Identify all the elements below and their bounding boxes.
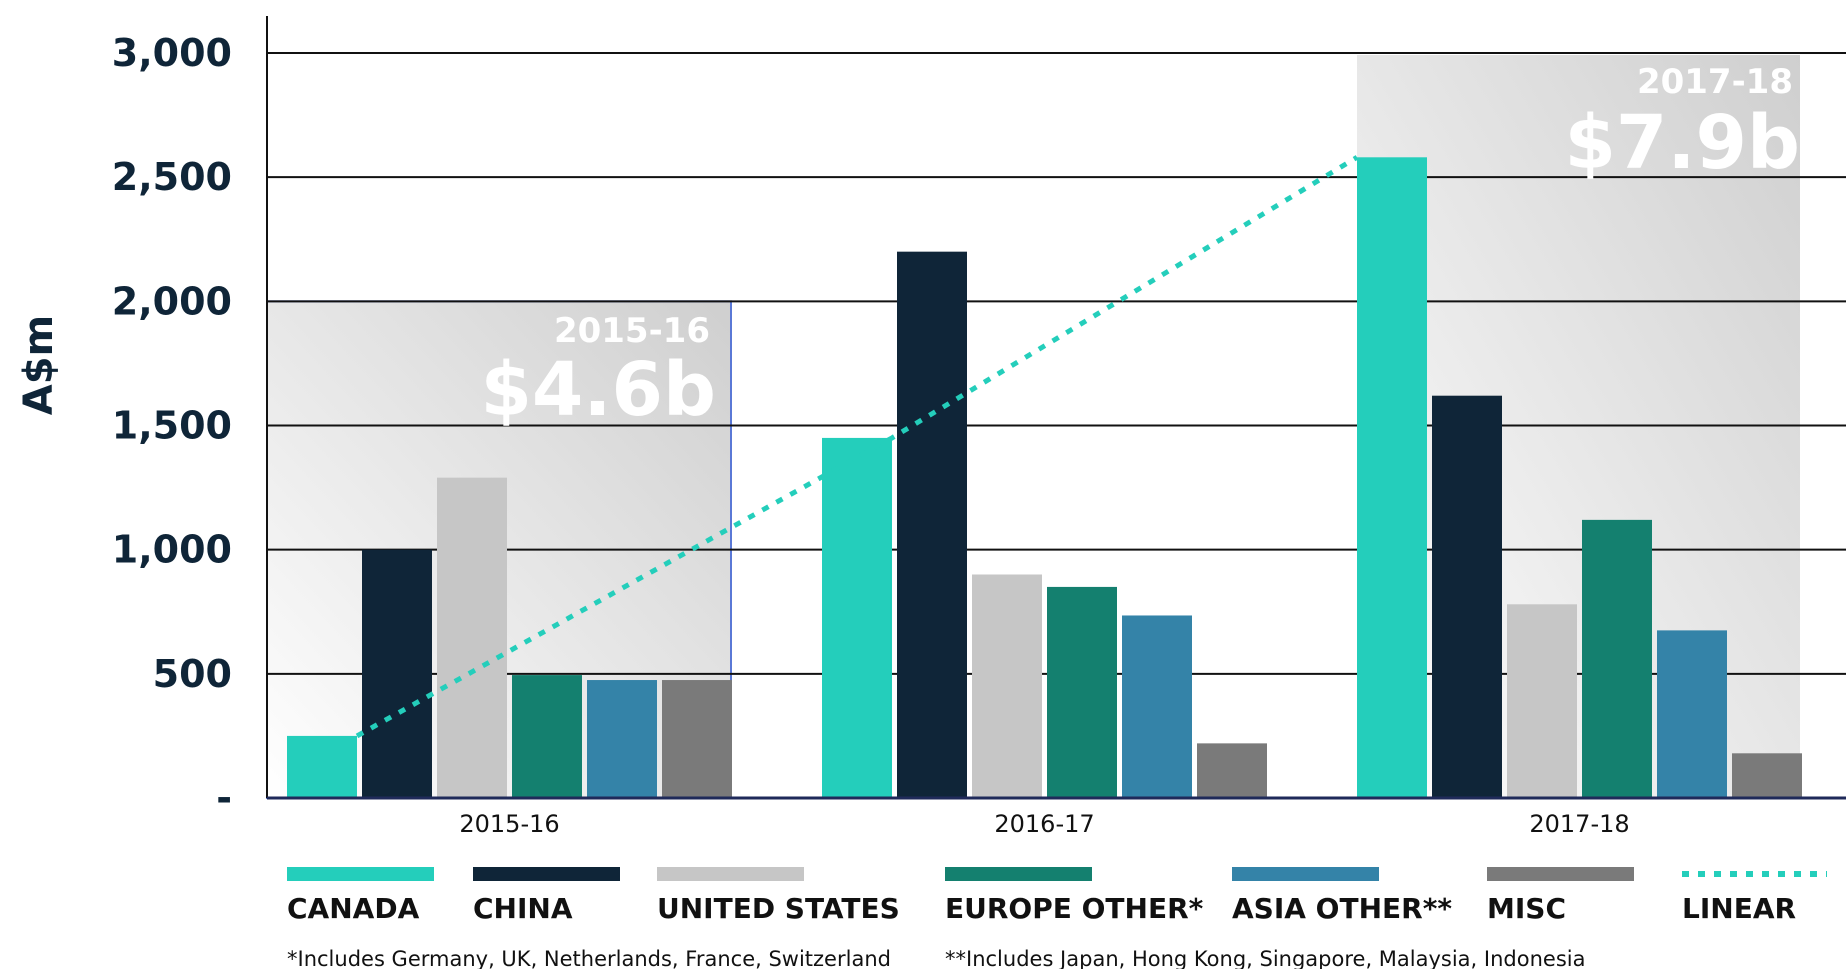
footnote: **Includes Japan, Hong Kong, Singapore, … bbox=[945, 947, 1585, 969]
legend-label: MISC bbox=[1487, 892, 1566, 925]
y-tick-label: 500 bbox=[153, 652, 232, 696]
legend-label: ASIA OTHER** bbox=[1232, 892, 1452, 925]
annotation-year: 2015-16 bbox=[554, 311, 710, 351]
legend-label: LINEAR bbox=[1682, 892, 1796, 925]
y-axis-title: A$m bbox=[16, 315, 62, 415]
legend-label: CANADA bbox=[287, 892, 420, 925]
bar-canada-2015-16 bbox=[287, 735, 357, 798]
bar-united-states-2017-18 bbox=[1507, 604, 1577, 798]
annotation-total: $4.6b bbox=[480, 347, 716, 433]
x-tick-label: 2016-17 bbox=[994, 810, 1094, 838]
bar-misc-2015-16 bbox=[662, 680, 732, 798]
y-tick-label: - bbox=[216, 776, 232, 820]
bar-united-states-2016-17 bbox=[972, 574, 1042, 798]
y-tick-label: 2,000 bbox=[112, 279, 232, 323]
bar-europe-other--2017-18 bbox=[1582, 519, 1652, 798]
bar-misc-2016-17 bbox=[1197, 743, 1267, 798]
legend-swatch-china bbox=[473, 867, 620, 881]
footnote: *Includes Germany, UK, Netherlands, Fran… bbox=[287, 947, 891, 969]
x-tick-label: 2015-16 bbox=[459, 810, 559, 838]
bar-united-states-2015-16 bbox=[437, 477, 507, 798]
bar-china-2016-17 bbox=[897, 251, 967, 798]
bar-europe-other--2015-16 bbox=[512, 675, 582, 798]
legend-swatch-europe-other- bbox=[945, 867, 1092, 881]
bar-china-2017-18 bbox=[1432, 395, 1502, 798]
bar-misc-2017-18 bbox=[1732, 753, 1802, 798]
y-tick-label: 1,500 bbox=[112, 404, 232, 448]
legend-swatch-misc bbox=[1487, 867, 1634, 881]
bar-china-2015-16 bbox=[362, 549, 432, 798]
annotation-year: 2017-18 bbox=[1637, 62, 1793, 102]
legend-label: EUROPE OTHER* bbox=[945, 892, 1204, 925]
annotation-total: $7.9b bbox=[1564, 100, 1800, 186]
bar-asia-other--2016-17 bbox=[1122, 615, 1192, 798]
legend-swatch-canada bbox=[287, 867, 434, 881]
x-tick-label: 2017-18 bbox=[1529, 810, 1629, 838]
y-tick-label: 3,000 bbox=[112, 31, 232, 75]
bar-asia-other--2015-16 bbox=[587, 680, 657, 798]
bar-asia-other--2017-18 bbox=[1657, 630, 1727, 798]
bar-canada-2016-17 bbox=[822, 437, 892, 798]
y-tick-label: 2,500 bbox=[112, 155, 232, 199]
y-tick-label: 1,000 bbox=[112, 528, 232, 572]
legend-label: CHINA bbox=[473, 892, 573, 925]
legend-swatch-united-states bbox=[657, 867, 804, 881]
bar-europe-other--2016-17 bbox=[1047, 586, 1117, 798]
legend-label: UNITED STATES bbox=[657, 892, 900, 925]
bar-canada-2017-18 bbox=[1357, 157, 1427, 799]
trend-line-linear bbox=[355, 155, 1359, 739]
legend-swatch-asia-other- bbox=[1232, 867, 1379, 881]
